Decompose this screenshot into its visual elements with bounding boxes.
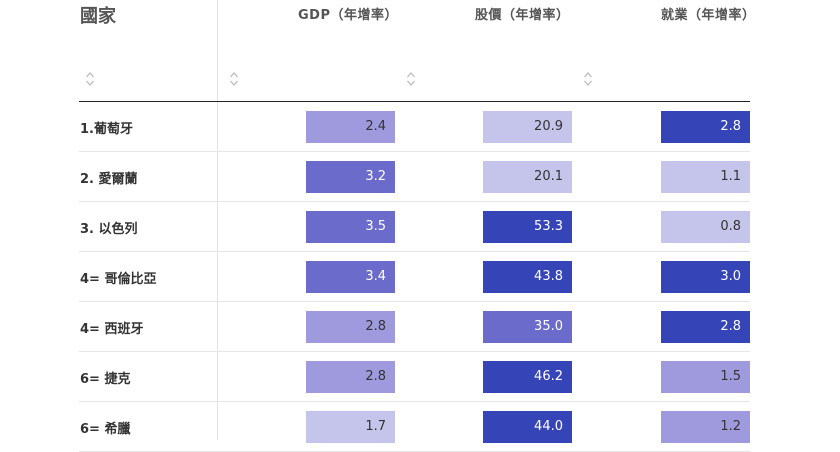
sort-stocks-icon[interactable] <box>406 70 416 88</box>
table-row: 3. 以色列 3.5 53.3 0.8 <box>79 202 750 252</box>
row-divider <box>79 401 750 402</box>
header-country[interactable]: 國家 <box>80 6 116 27</box>
employment-cell: 2.8 <box>661 111 750 143</box>
sort-country-icon[interactable] <box>85 70 95 88</box>
stocks-cell: 20.1 <box>483 161 572 193</box>
stocks-cell: 20.9 <box>483 111 572 143</box>
country-label: 4= 西班牙 <box>80 322 144 337</box>
sort-employment-icon[interactable] <box>583 70 593 88</box>
row-divider <box>79 251 750 252</box>
country-label: 1.葡萄牙 <box>80 122 133 137</box>
header-rule <box>79 101 750 102</box>
row-divider <box>79 151 750 152</box>
employment-cell: 2.8 <box>661 311 750 343</box>
stocks-cell: 53.3 <box>483 211 572 243</box>
gdp-cell: 2.8 <box>306 311 395 343</box>
country-label: 4= 哥倫比亞 <box>80 272 157 287</box>
table-row: 6= 希臘 1.7 44.0 1.2 <box>79 402 750 452</box>
employment-cell: 1.1 <box>661 161 750 193</box>
table-row: 1.葡萄牙 2.4 20.9 2.8 <box>79 102 750 152</box>
row-divider <box>79 201 750 202</box>
country-label: 6= 希臘 <box>80 422 131 437</box>
country-label: 2. 愛爾蘭 <box>80 172 138 187</box>
table-row: 4= 西班牙 2.8 35.0 2.8 <box>79 302 750 352</box>
row-divider <box>79 301 750 302</box>
employment-cell: 3.0 <box>661 261 750 293</box>
header-gdp[interactable]: GDP（年增率） <box>298 8 398 23</box>
gdp-cell: 3.4 <box>306 261 395 293</box>
header-stocks[interactable]: 股價（年增率） <box>475 8 570 23</box>
gdp-cell: 1.7 <box>306 411 395 443</box>
table-row: 2. 愛爾蘭 3.2 20.1 1.1 <box>79 152 750 202</box>
stocks-cell: 43.8 <box>483 261 572 293</box>
header-employment[interactable]: 就業（年增率） <box>661 8 756 23</box>
row-divider <box>79 351 750 352</box>
country-label: 3. 以色列 <box>80 222 138 237</box>
stocks-cell: 44.0 <box>483 411 572 443</box>
employment-cell: 1.5 <box>661 361 750 393</box>
gdp-cell: 3.2 <box>306 161 395 193</box>
stocks-cell: 46.2 <box>483 361 572 393</box>
gdp-cell: 2.4 <box>306 111 395 143</box>
employment-cell: 0.8 <box>661 211 750 243</box>
table-row: 4= 哥倫比亞 3.4 43.8 3.0 <box>79 252 750 302</box>
country-label: 6= 捷克 <box>80 372 131 387</box>
stocks-cell: 35.0 <box>483 311 572 343</box>
gdp-cell: 3.5 <box>306 211 395 243</box>
gdp-cell: 2.8 <box>306 361 395 393</box>
sort-gdp-icon[interactable] <box>229 70 239 88</box>
table-row: 6= 捷克 2.8 46.2 1.5 <box>79 352 750 402</box>
employment-cell: 1.2 <box>661 411 750 443</box>
column-divider <box>217 0 218 440</box>
